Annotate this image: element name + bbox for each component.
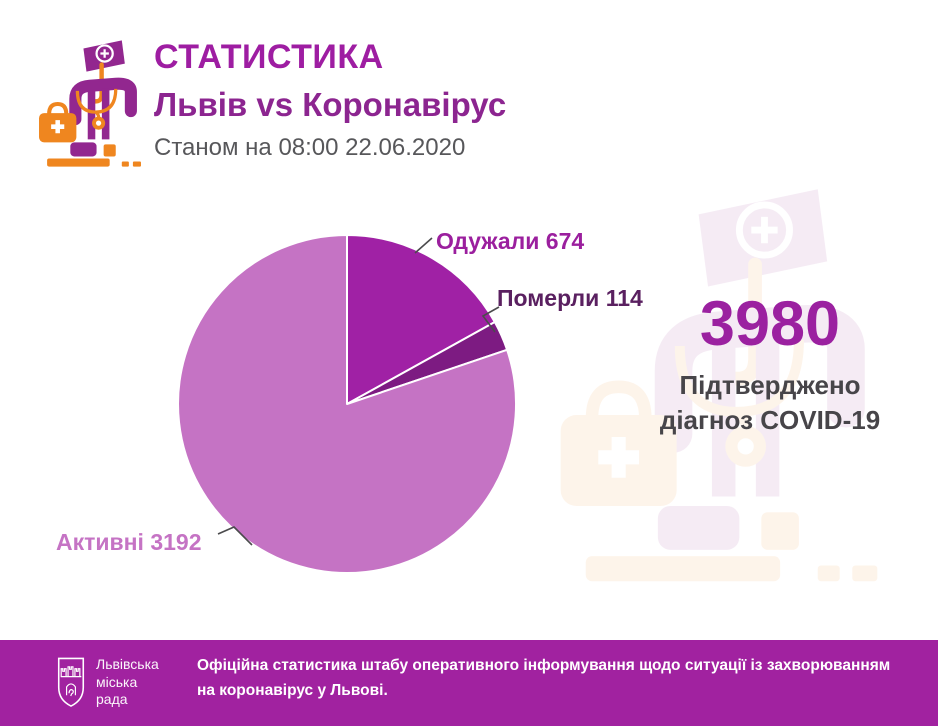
pie-slice-recovered <box>346 234 496 405</box>
callout-line-active <box>217 526 253 546</box>
page-subtitle: Львів vs Коронавірус <box>154 86 507 123</box>
callout-line-died <box>481 306 500 333</box>
confirmed-total-caption: Підтверджено діагноз COVID-19 <box>605 368 935 438</box>
pie-label-active: Активні 3192 <box>56 529 202 555</box>
lviv-coat-of-arms-icon <box>57 657 85 707</box>
pie-label-died: Померли 114 <box>497 285 643 311</box>
confirmed-caption-line1: Підтверджено <box>679 370 861 400</box>
org-line3: рада <box>96 691 128 707</box>
organization-name: Львівська міська рада <box>96 656 159 709</box>
confirmed-caption-line2: діагноз COVID-19 <box>659 405 881 435</box>
confirmed-total-block: 3980 Підтверджено діагноз COVID-19 <box>605 293 935 438</box>
page-title: СТАТИСТИКА <box>154 38 384 76</box>
doctor-icon <box>37 38 143 173</box>
as-of-date: Станом на 08:00 22.06.2020 <box>154 134 466 161</box>
footer-disclaimer: Офіційна статистика штабу оперативного і… <box>197 657 891 699</box>
pie-label-recovered: Одужали 674 <box>436 228 585 254</box>
org-line1: Львівська <box>96 656 159 672</box>
footer: Львівська міська рада Офіційна статистик… <box>0 640 938 726</box>
callout-line-recovered <box>414 237 433 254</box>
org-line2: міська <box>96 673 138 690</box>
confirmed-total-value: 3980 <box>699 289 841 359</box>
